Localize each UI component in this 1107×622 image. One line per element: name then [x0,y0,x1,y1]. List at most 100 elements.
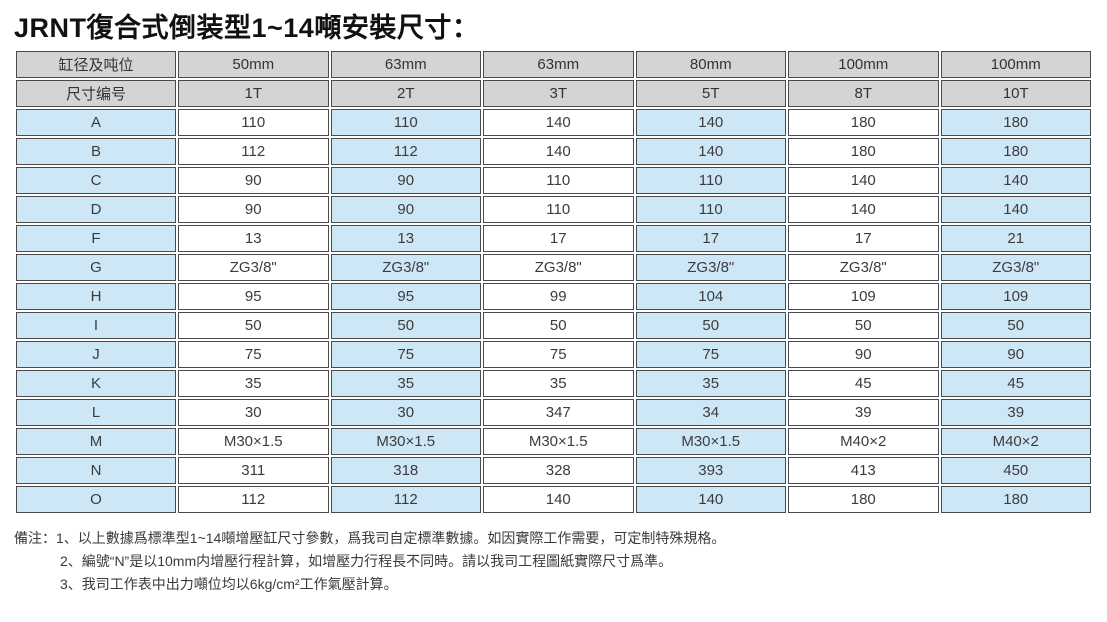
table-cell: 140 [635,109,786,136]
header-row-2: 尺寸编号 1T 2T 3T 5T 8T 10T [16,80,1091,107]
note-text-2: 2、編號“N”是以10mm内增壓行程計算，如增壓力行程長不同時。請以我司工程圖紙… [60,553,673,569]
row-label: L [16,399,176,426]
table-cell: 112 [330,138,481,165]
table-cell: 328 [483,457,634,484]
table-cell: 50 [940,312,1091,339]
row-label: M [16,428,176,455]
table-cell: 90 [330,196,481,223]
row-label: I [16,312,176,339]
table-cell: 90 [178,196,329,223]
table-cell: 104 [635,283,786,310]
table-cell: 180 [940,486,1091,513]
table-cell: 34 [635,399,786,426]
table-cell: 75 [330,341,481,368]
table-row-F: F 13 13 17 17 17 21 [16,225,1091,252]
table-cell: M40×2 [788,428,939,455]
table-cell: 30 [330,399,481,426]
notes-prefix: 備注： [14,530,56,546]
table-cell: M30×1.5 [330,428,481,455]
table-cell: 112 [178,138,329,165]
note-line-1: 備注：1、以上數據爲標準型1~14噸增壓缸尺寸參數，爲我司自定標準數據。如因實際… [14,527,1107,550]
header-cell: 100mm [788,51,939,78]
table-cell: 17 [788,225,939,252]
table-row-L: L 30 30 347 34 39 39 [16,399,1091,426]
table-cell: 95 [330,283,481,310]
table-cell: 413 [788,457,939,484]
header-cell: 80mm [635,51,786,78]
table-cell: 347 [483,399,634,426]
row-label: G [16,254,176,281]
note-line-3: 3、我司工作表中出力噸位均以6kg/cm²工作氣壓計算。 [14,573,1107,596]
header-cell: 50mm [178,51,329,78]
row-label: D [16,196,176,223]
table-row-D: D 90 90 110 110 140 140 [16,196,1091,223]
table-cell: 35 [330,370,481,397]
table-cell: 50 [330,312,481,339]
table-cell: ZG3/8" [940,254,1091,281]
row-label: B [16,138,176,165]
table-row-A: A 110 110 140 140 180 180 [16,109,1091,136]
header-cell: 100mm [940,51,1091,78]
table-cell: 180 [788,486,939,513]
table-row-C: C 90 90 110 110 140 140 [16,167,1091,194]
table-cell: 35 [635,370,786,397]
table-cell: ZG3/8" [788,254,939,281]
table-cell: ZG3/8" [635,254,786,281]
row-label: N [16,457,176,484]
table-cell: 90 [330,167,481,194]
row-label: K [16,370,176,397]
table-cell: M30×1.5 [483,428,634,455]
table-cell: 140 [788,196,939,223]
header-cell: 63mm [330,51,481,78]
table-cell: 35 [483,370,634,397]
table-cell: 140 [788,167,939,194]
table-cell: M40×2 [940,428,1091,455]
table-body: A 110 110 140 140 180 180 B 112 112 140 140 180 180 C 9… [16,109,1091,513]
table-cell: 109 [788,283,939,310]
header-cell: 1T [178,80,329,107]
table-cell: 140 [635,138,786,165]
row-label: F [16,225,176,252]
header-row-label: 缸径及吨位 [16,51,176,78]
header-cell: 8T [788,80,939,107]
table-cell: ZG3/8" [483,254,634,281]
table-cell: 75 [483,341,634,368]
table-cell: 180 [788,109,939,136]
table-cell: 180 [788,138,939,165]
row-label: H [16,283,176,310]
header-row-1: 缸径及吨位 50mm 63mm 63mm 80mm 100mm 100mm [16,51,1091,78]
note-line-2: 2、編號“N”是以10mm内增壓行程計算，如增壓力行程長不同時。請以我司工程圖紙… [14,550,1107,573]
page-title: JRNT復合式倒装型1~14噸安裝尺寸： [14,13,480,43]
table-cell: M30×1.5 [635,428,786,455]
table-row-N: N 311 318 328 393 413 450 [16,457,1091,484]
row-label: J [16,341,176,368]
table-cell: 17 [483,225,634,252]
table-cell: 110 [178,109,329,136]
table-cell: 39 [940,399,1091,426]
note-text-1: 1、以上數據爲標準型1~14噸增壓缸尺寸參數，爲我司自定標準數據。如因實際工作需… [56,530,726,546]
table-cell: 75 [178,341,329,368]
table-cell: 110 [483,196,634,223]
table-cell: 45 [940,370,1091,397]
table-row-J: J 75 75 75 75 90 90 [16,341,1091,368]
table-row-H: H 95 95 99 104 109 109 [16,283,1091,310]
table-cell: 110 [330,109,481,136]
table-cell: 39 [788,399,939,426]
header-cell: 2T [330,80,481,107]
table-cell: 110 [635,196,786,223]
notes: 備注：1、以上數據爲標準型1~14噸增壓缸尺寸參數，爲我司自定標準數據。如因實際… [14,527,1107,596]
header-cell: 5T [635,80,786,107]
row-label: A [16,109,176,136]
table-cell: 140 [940,167,1091,194]
table-cell: 112 [330,486,481,513]
dimension-table: 缸径及吨位 50mm 63mm 63mm 80mm 100mm 100mm 尺寸编号 1T 2T 3… [14,49,1093,515]
table-cell: 90 [788,341,939,368]
table-cell: 50 [178,312,329,339]
table-cell: 112 [178,486,329,513]
table-cell: 140 [940,196,1091,223]
table-cell: 35 [178,370,329,397]
table-cell: 110 [635,167,786,194]
table-cell: 50 [635,312,786,339]
table-cell: 180 [940,109,1091,136]
table-row-K: K 35 35 35 35 45 45 [16,370,1091,397]
